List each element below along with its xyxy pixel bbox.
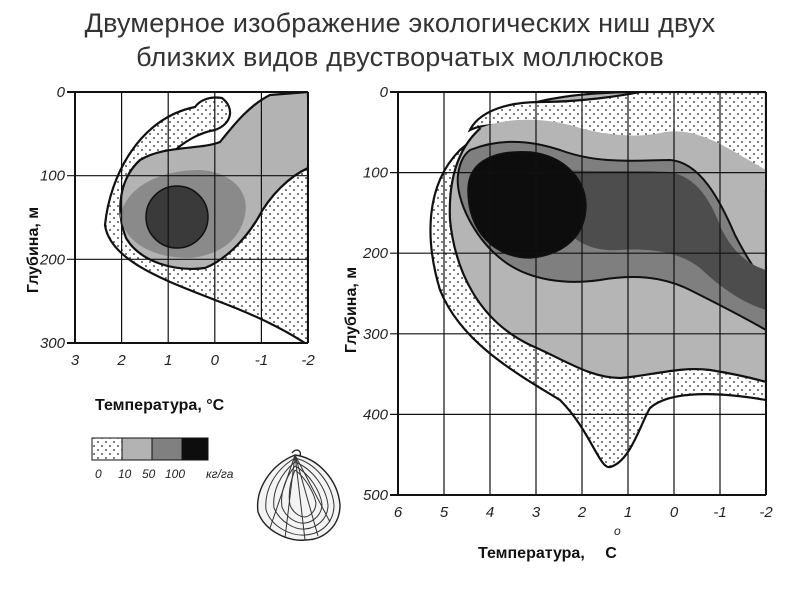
depth-tick-label: 500 <box>363 487 389 504</box>
bivalve-shell-icon <box>256 449 341 541</box>
legend-swatch-100 <box>181 437 209 461</box>
depth-tick-label: 400 <box>363 406 389 423</box>
left-x-axis-label: Температура, °C <box>95 397 225 414</box>
depth-tick-label: 100 <box>363 165 389 182</box>
temperature-tick-label: -2 <box>301 352 315 369</box>
depth-tick-label: 0 <box>380 84 389 101</box>
right-depth-ticks: 0 100 200 300 400 500 <box>362 84 389 504</box>
legend-unit: кг/га <box>206 467 234 481</box>
left-temperature-ticks: 3 2 1 0 -1 -2 <box>71 352 315 369</box>
left-y-axis-label: Глубина, м <box>25 207 42 293</box>
temperature-tick-label: 3 <box>71 352 80 369</box>
temperature-tick-label: 1 <box>164 352 172 369</box>
temperature-tick-label: 4 <box>486 504 494 521</box>
depth-tick-label: 0 <box>57 84 66 101</box>
right-contour-100 <box>467 150 587 259</box>
legend-swatch-10 <box>121 437 153 461</box>
left-depth-ticks: 0 100 200 300 <box>39 84 66 352</box>
right-temperature-ticks: 6 5 4 3 2 1 0 -1 -2 <box>394 504 773 521</box>
temperature-tick-label: 0 <box>670 504 679 521</box>
temperature-tick-label: 5 <box>440 504 449 521</box>
left-grid <box>67 91 309 344</box>
depth-tick-label: 100 <box>40 168 66 185</box>
legend-label-0: 0 <box>95 467 102 481</box>
legend-label-10: 10 <box>118 467 132 481</box>
legend-label-100: 100 <box>165 467 185 481</box>
slide-title-line-2: близких видов двустворчатых моллюсков <box>136 42 664 72</box>
legend-swatch-0 <box>91 437 123 461</box>
temperature-tick-label: 1 <box>624 504 632 521</box>
temperature-tick-label: -1 <box>255 352 268 369</box>
temperature-tick-label: 3 <box>532 504 541 521</box>
legend-swatch-50 <box>151 437 183 461</box>
depth-tick-label: 200 <box>362 245 389 262</box>
depth-tick-label: 200 <box>39 251 66 268</box>
right-x-axis-label: Температура, C <box>478 545 617 562</box>
temperature-tick-label: 0 <box>211 352 220 369</box>
legend: 0 10 50 100 кг/га <box>91 437 234 481</box>
left-contour-10-cap <box>262 96 308 165</box>
right-contour-100-tail <box>560 170 766 310</box>
right-x-axis-degree-sup: o <box>614 524 621 538</box>
depth-tick-label: 300 <box>363 326 389 343</box>
temperature-tick-label: 6 <box>394 504 403 521</box>
right-grid <box>390 91 767 496</box>
left-niche-chart: Глубина, м 0 100 200 300 3 2 1 0 -1 -2 Температу… <box>25 84 315 414</box>
temperature-tick-label: 2 <box>116 352 126 369</box>
slide-title-line-1: Двумерное изображение экологических ниш … <box>84 8 716 38</box>
temperature-tick-label: 2 <box>577 504 587 521</box>
depth-tick-label: 300 <box>40 335 66 352</box>
temperature-tick-label: -1 <box>713 504 726 521</box>
right-y-axis-label: Глубина, м <box>343 267 360 353</box>
right-contour-10-upper <box>480 119 766 190</box>
legend-label-50: 50 <box>142 467 156 481</box>
temperature-tick-label: -2 <box>759 504 773 521</box>
left-contour-100 <box>145 185 209 249</box>
